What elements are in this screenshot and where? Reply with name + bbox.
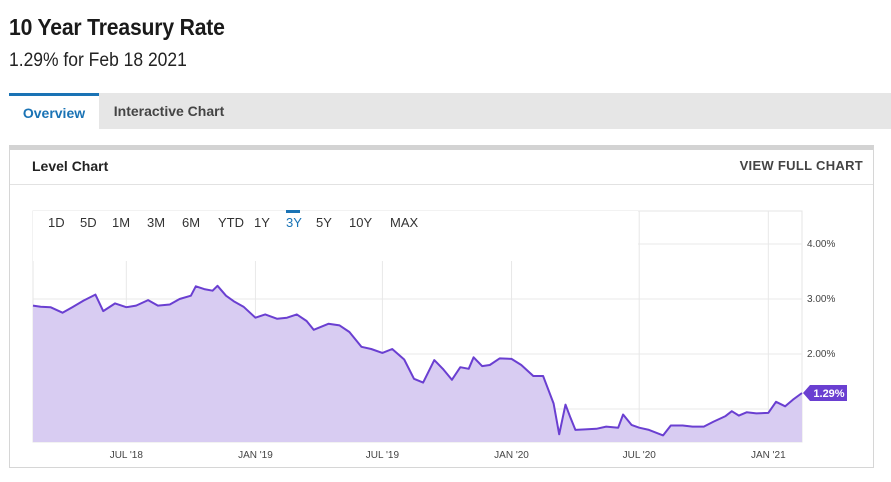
y-tick-label: 3.00% [807, 294, 835, 305]
page-title: 10 Year Treasury Rate [9, 14, 225, 40]
range-button-5d[interactable]: 5D [80, 215, 97, 230]
range-button-1y[interactable]: 1Y [254, 215, 270, 230]
range-button-6m[interactable]: 6M [182, 215, 200, 230]
x-tick-label: JUL '19 [366, 450, 400, 461]
card-title: Level Chart [32, 158, 109, 174]
range-button-max[interactable]: MAX [390, 215, 419, 230]
range-button-ytd[interactable]: YTD [218, 215, 244, 230]
x-tick-label: JUL '18 [110, 450, 144, 461]
x-tick-label: JUL '20 [623, 450, 657, 461]
tab-interactive-chart[interactable]: Interactive Chart [113, 103, 225, 119]
level-chart-card: Level Chart VIEW FULL CHART 1D 5D 1M 3M 6M YT… [9, 145, 874, 468]
range-selector-panel [33, 211, 638, 261]
range-button-10y[interactable]: 10Y [349, 215, 372, 230]
range-button-5y[interactable]: 5Y [316, 215, 332, 230]
x-tick-label: JAN '20 [494, 450, 529, 461]
level-chart: 1D 5D 1M 3M 6M YTD 1Y 3Y 5Y 10Y MAX 2.00% 3.00% 4.00%… [32, 210, 847, 461]
card-header: Level Chart VIEW FULL CHART [10, 150, 873, 185]
current-value-badge [803, 385, 847, 402]
y-tick-label: 2.00% [807, 349, 835, 360]
range-button-3m[interactable]: 3M [147, 215, 165, 230]
series-area [33, 285, 802, 442]
x-tick-label: JAN '19 [238, 450, 273, 461]
page-subtitle: 1.29% for Feb 18 2021 [9, 50, 187, 71]
tab-bar: Overview Interactive Chart [9, 93, 891, 129]
current-value-label: 1.29% [813, 388, 844, 400]
y-tick-label: 4.00% [807, 239, 835, 250]
x-tick-label: JAN '21 [751, 450, 786, 461]
range-button-1d[interactable]: 1D [48, 215, 65, 230]
range-button-1m[interactable]: 1M [112, 215, 130, 230]
range-button-3y[interactable]: 3Y [286, 215, 302, 230]
series-line [32, 284, 803, 437]
range-selected-indicator [286, 210, 300, 213]
view-full-chart-link[interactable]: VIEW FULL CHART [739, 158, 863, 173]
tab-overview[interactable]: Overview [9, 93, 99, 129]
